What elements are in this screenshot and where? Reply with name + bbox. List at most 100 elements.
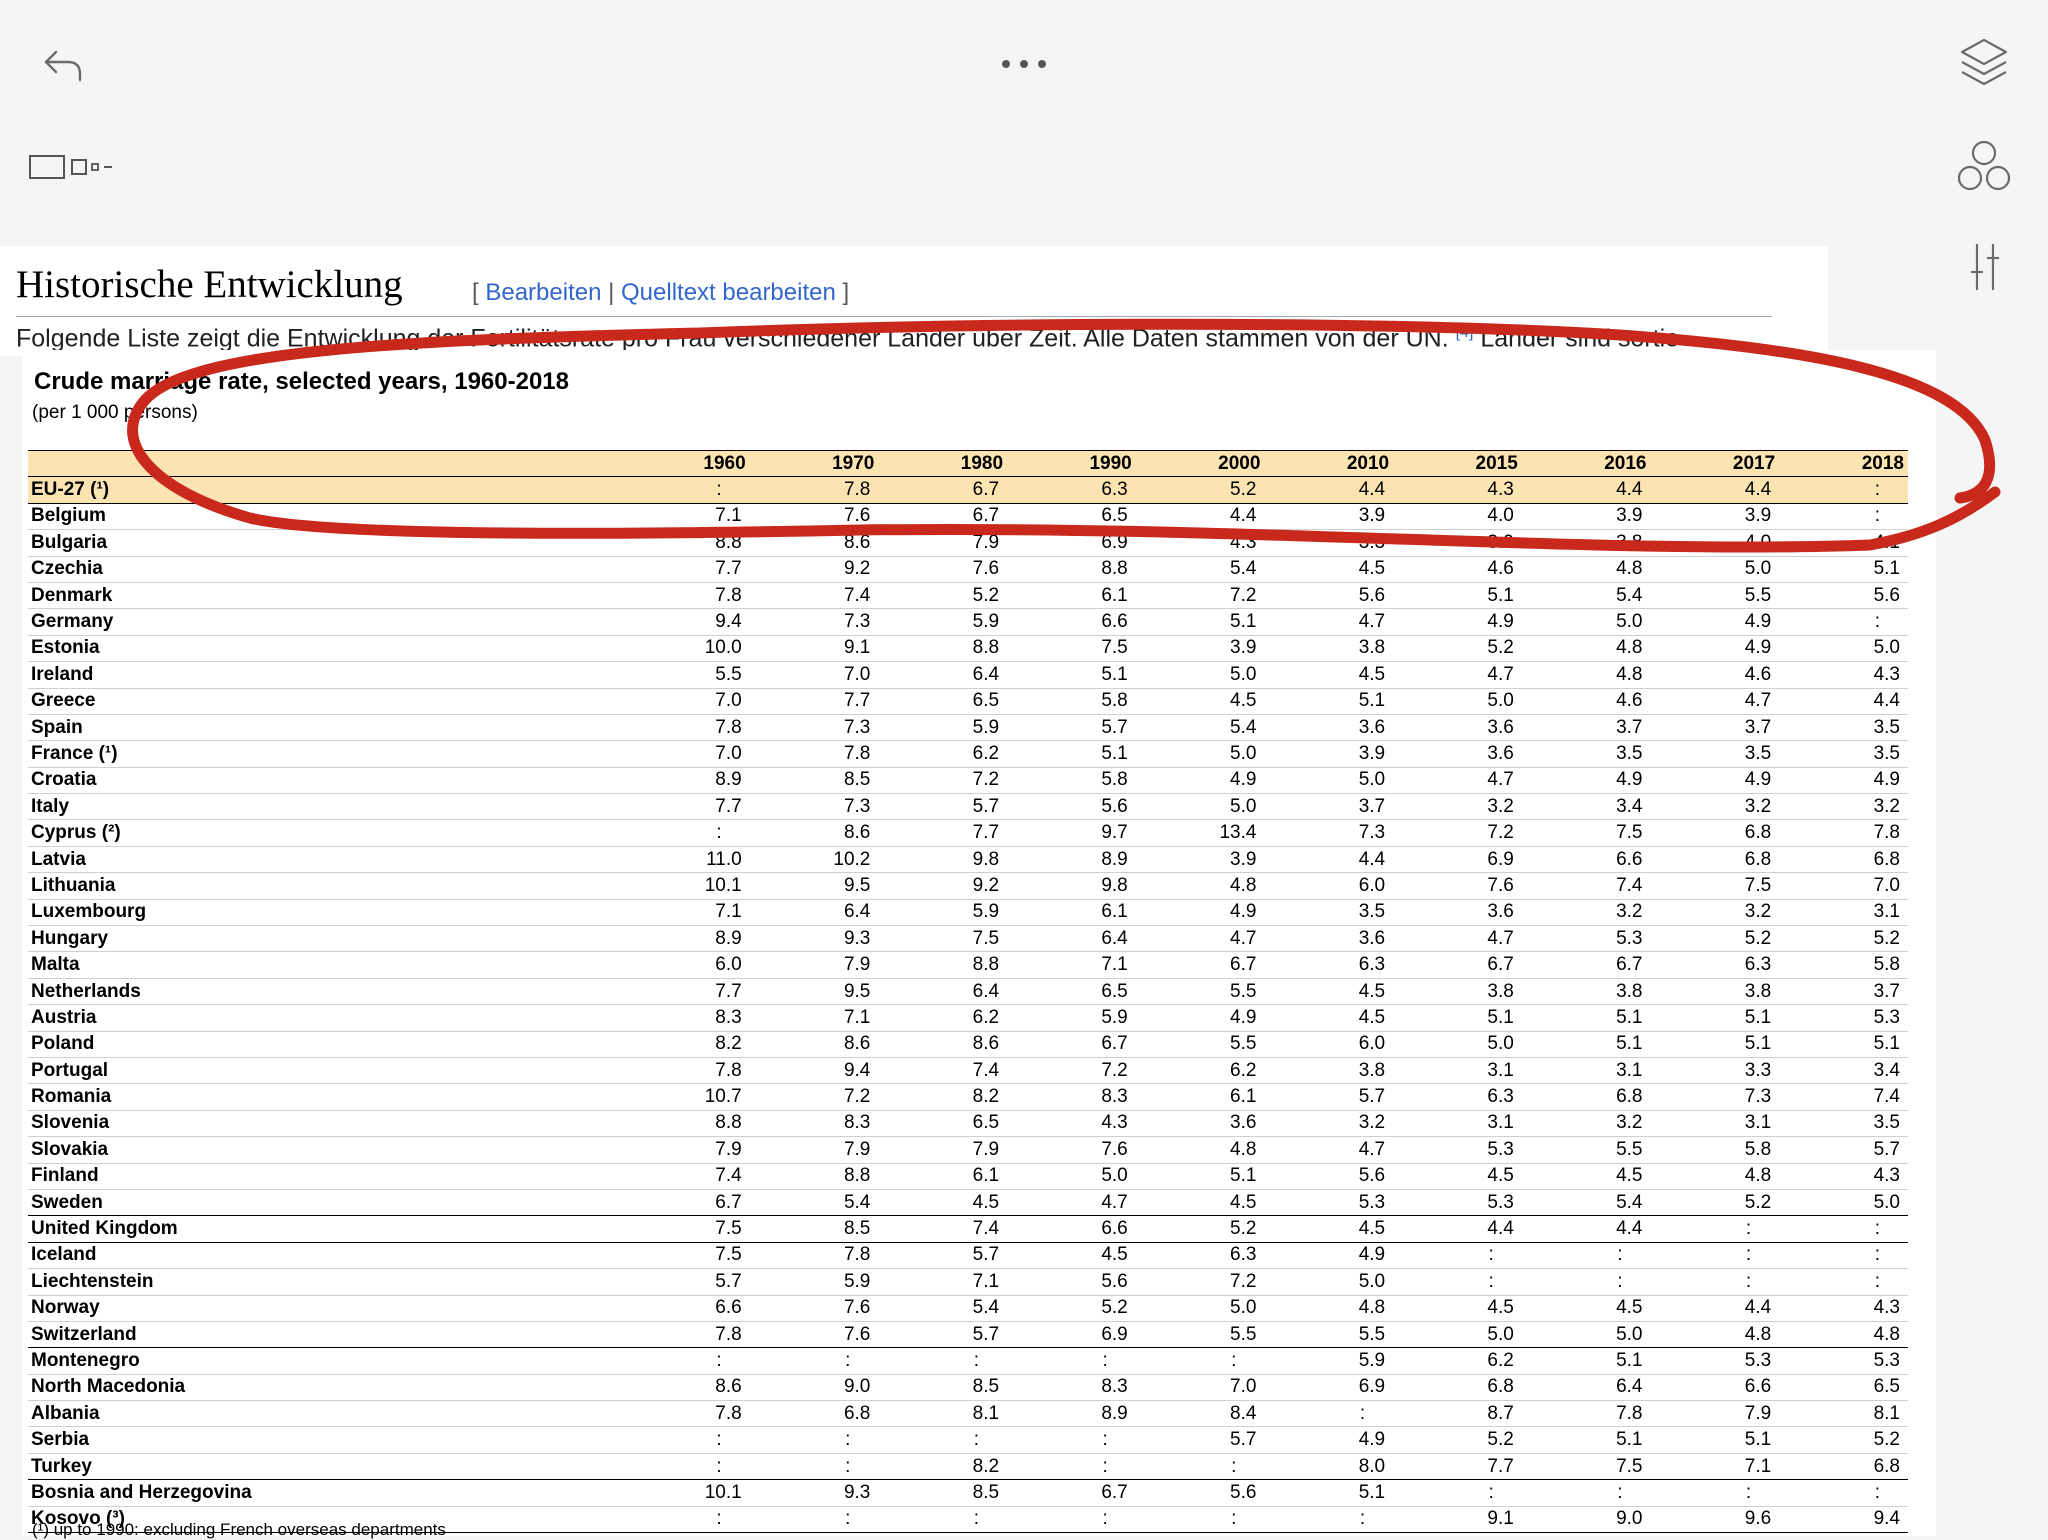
value-cell: 4.8 [1264,1295,1394,1322]
value-cell: 6.6 [1007,608,1136,636]
value-cell: 6.9 [1393,846,1522,874]
value-cell: 3.1 [1393,1057,1522,1085]
value-cell: 9.3 [749,1479,879,1507]
value-cell: 9.8 [878,846,1008,874]
table-row: Liechtenstein 5.7 5.9 7.1 5.6 7.2 5.0:::: [28,1268,1908,1296]
value-cell: 4.3 [1779,1163,1908,1190]
value-cell: 7.3 [1264,819,1394,847]
shapes-icon[interactable] [1958,140,2010,192]
page-thumbnails-icon[interactable] [28,152,118,184]
country-column-header [28,449,621,478]
table-row: Montenegro:::::5.9 6.2 5.1 5.3 5.3 [28,1347,1908,1375]
value-cell: : [1521,1479,1651,1507]
edit-links: [ Bearbeiten | Quelltext bearbeiten ] [472,279,850,306]
value-cell: 6.6 [1007,1215,1136,1243]
table-row: Cyprus (²):8.6 7.7 9.7 13.4 7.3 7.2 7.5 6.8 7.8 [28,819,1908,847]
table-row: Bosnia and Herzegovina 10.1 9.3 8.5 6.7 5.6 5.… [28,1479,1908,1507]
value-cell: 5.2 [1135,1215,1265,1243]
reference-link[interactable]: [4] [1455,324,1474,341]
value-cell: 5.1 [1779,556,1908,583]
value-cell: 8.8 [878,951,1008,979]
value-cell: 5.2 [1650,925,1780,953]
value-cell: 5.6 [1135,1479,1265,1507]
table-row: Croatia 8.9 8.5 7.2 5.8 4.9 5.0 4.7 4.9 4.9 4.9 [28,767,1908,795]
table-row: Netherlands 7.7 9.5 6.4 6.5 5.5 4.5 3.8 3.8 3.8 3.… [28,978,1908,1006]
value-cell: : [1393,1242,1522,1270]
value-cell: 7.2 [878,767,1008,795]
value-cell: 5.2 [1007,1295,1136,1322]
sliders-icon[interactable] [1968,242,2002,292]
value-cell: : [878,1506,1008,1534]
value-cell: 10.2 [749,846,879,874]
table-row: Bulgaria 8.8 8.6 7.9 6.9 4.3 3.3 3.9 3.8 4.0 4.1 [28,529,1908,557]
value-cell: 3.2 [1650,899,1780,927]
value-cell: 5.4 [1521,1189,1651,1217]
value-cell: 9.7 [1007,819,1136,847]
value-cell: 7.8 [620,714,750,742]
country-cell: Austria [28,1004,621,1032]
value-cell: 8.3 [749,1110,879,1138]
value-cell: 13.4 [1135,819,1265,847]
value-cell: 9.4 [749,1057,879,1085]
undo-arrow-icon[interactable] [42,44,84,86]
value-cell: 3.8 [1650,978,1780,1006]
value-cell: 7.3 [749,608,879,636]
section-title: Historische Entwicklung [16,263,403,306]
value-cell: 7.1 [1007,951,1136,979]
value-cell: 7.6 [749,1295,879,1322]
value-cell: 7.8 [749,740,879,768]
value-cell: 3.5 [1779,740,1908,768]
value-cell: 5.6 [1264,1163,1394,1190]
value-cell: 8.8 [1007,556,1136,583]
value-cell: 3.4 [1521,793,1651,821]
value-cell: 4.4 [1521,1215,1651,1243]
value-cell: 3.1 [1393,1110,1522,1138]
country-cell: EU-27 (¹) [28,476,621,504]
value-cell: 4.3 [1779,661,1908,689]
value-cell: 3.9 [1135,846,1265,874]
value-cell: 4.4 [1650,1295,1780,1322]
country-cell: Belgium [28,503,621,531]
value-cell: 6.5 [878,1110,1008,1138]
value-cell: 4.4 [1264,476,1394,504]
value-cell: : [1650,1479,1780,1507]
table-row: Turkey::8.2::8.0 7.7 7.5 7.1 6.8 [28,1453,1908,1481]
edit-link[interactable]: Bearbeiten [485,279,602,306]
source-edit-link[interactable]: Quelltext bearbeiten [621,279,836,306]
value-cell: : [1264,1400,1394,1428]
value-cell: 8.6 [749,529,879,557]
value-cell: : [1779,1242,1908,1270]
value-cell: 5.2 [878,582,1008,610]
value-cell: 8.4 [1135,1400,1265,1428]
value-cell: 3.6 [1135,1110,1265,1138]
value-cell: 5.6 [1264,582,1394,610]
value-cell: : [1650,1215,1780,1243]
value-cell: 7.6 [878,556,1008,583]
value-cell: 8.6 [620,1374,750,1402]
value-cell: 4.9 [1650,767,1780,795]
value-cell: : [620,1453,750,1481]
table-row: Sweden 6.7 5.4 4.5 4.7 4.5 5.3 5.3 5.4 5.2 5.0 [28,1189,1908,1217]
value-cell: 3.8 [1521,978,1651,1006]
table-row: Estonia 10.0 9.1 8.8 7.5 3.9 3.8 5.2 4.8 4.9 5.0 [28,635,1908,663]
value-cell: 3.9 [1521,503,1651,531]
value-cell: 4.9 [1521,767,1651,795]
country-cell: Germany [28,608,621,636]
value-cell: 5.0 [1650,556,1780,583]
value-cell: 4.8 [1779,1321,1908,1349]
value-cell: 7.7 [620,793,750,821]
value-cell: 4.8 [1650,1163,1780,1190]
value-cell: 8.8 [620,529,750,557]
more-dots-icon[interactable] [998,48,1050,80]
value-cell: 7.2 [1135,1268,1265,1296]
value-cell: 7.9 [620,1136,750,1164]
table-footnote: (¹) up to 1990: excluding French oversea… [32,1520,446,1539]
value-cell: 7.1 [620,899,750,927]
layers-icon[interactable] [1958,36,2010,92]
value-cell: 5.1 [1521,1426,1651,1454]
value-cell: 5.1 [1007,740,1136,768]
value-cell: 5.4 [878,1295,1008,1322]
table-row: Albania 7.8 6.8 8.1 8.9 8.4:8.7 7.8 7.9 8.1 [28,1400,1908,1428]
table-row: United Kingdom 7.5 8.5 7.4 6.6 5.2 4.5 4.4 4.4:: [28,1215,1908,1243]
country-cell: Greece [28,688,621,715]
